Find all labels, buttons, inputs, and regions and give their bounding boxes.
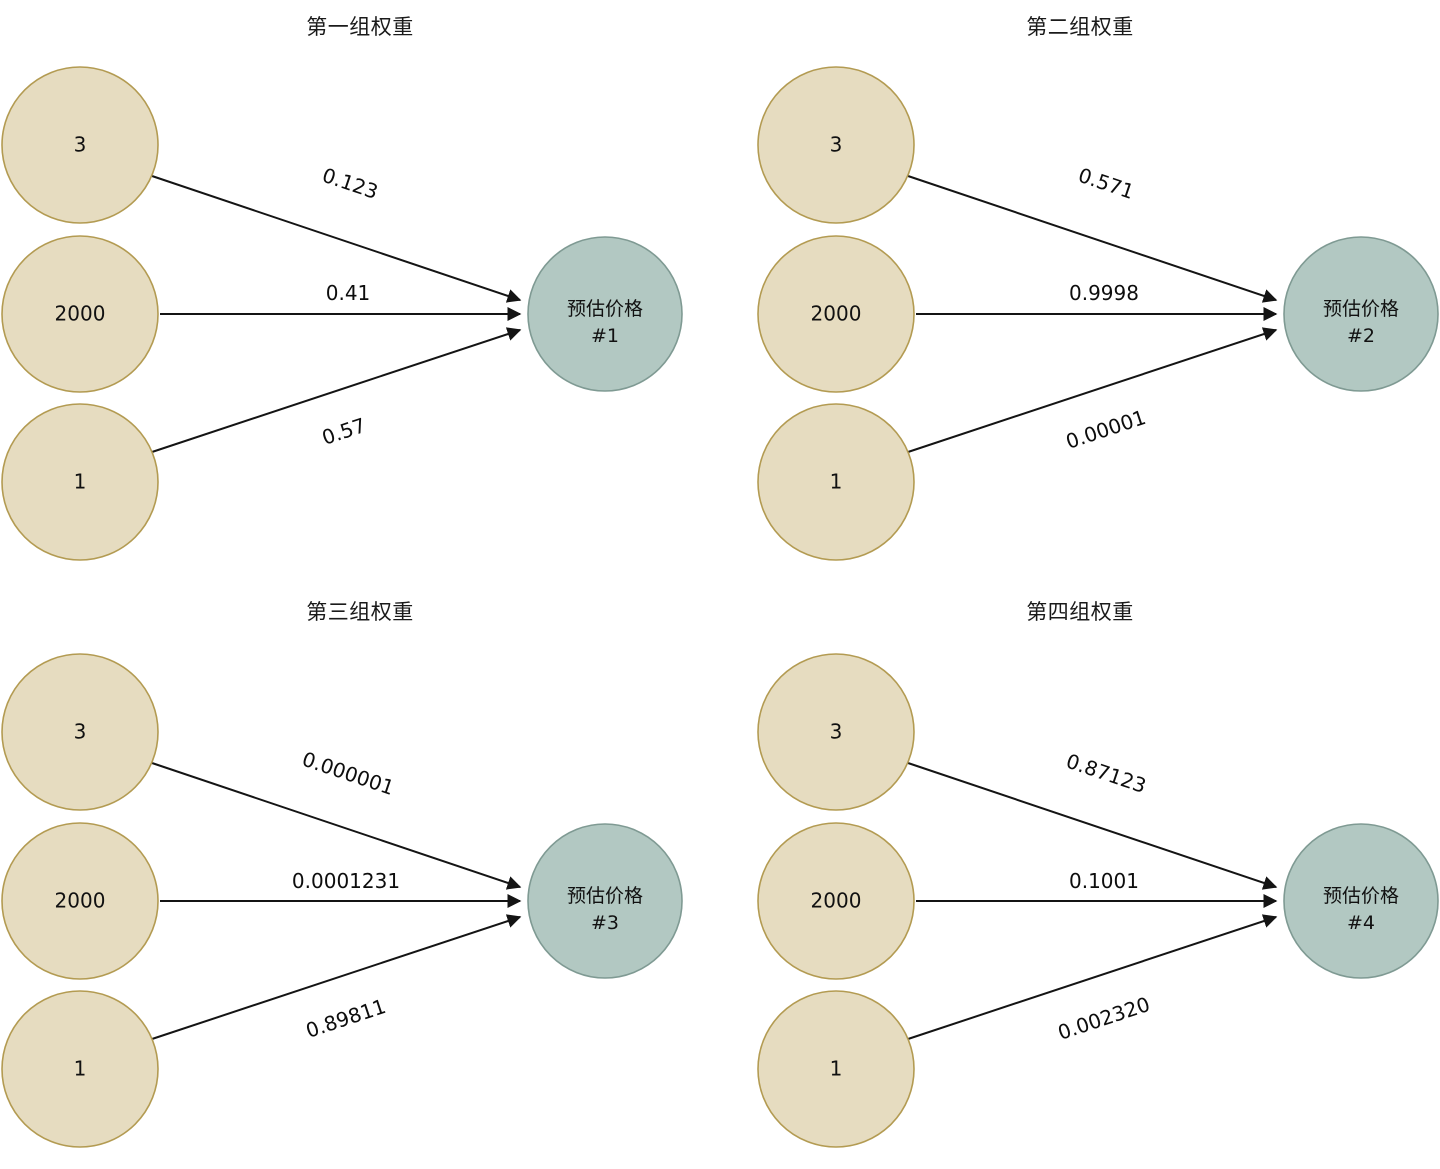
output-node: 预估价格 #3 (527, 823, 683, 979)
panel-graph: 3 2000 1 预估价格 #1 0.123 0.41 0.57 (1, 66, 683, 561)
edge-weight-label-3: 0.57 (319, 413, 369, 450)
input-node-1-label: 3 (74, 720, 87, 744)
output-node-label-line1: 预估价格 (567, 298, 643, 320)
panel-graph: 3 2000 1 预估价格 #4 0.87123 0.1001 0.002320 (757, 653, 1439, 1148)
input-node-1-label: 3 (74, 133, 87, 157)
output-node-label-line1: 预估价格 (1323, 885, 1399, 907)
weight-group-panel-4: 第四组权重 3 2000 1 (720, 585, 1440, 1169)
output-node: 预估价格 #4 (1283, 823, 1439, 979)
output-node-label-line2: #4 (1347, 912, 1375, 934)
input-node-3-label: 1 (74, 1057, 87, 1081)
input-node-1: 3 (757, 66, 915, 224)
output-node-label-line2: #2 (1347, 325, 1375, 347)
edge-input1-to-output (907, 762, 1278, 890)
edge-input1-to-output (151, 762, 522, 890)
input-node-1-label: 3 (830, 133, 843, 157)
input-node-1: 3 (1, 66, 159, 224)
input-node-3: 1 (1, 990, 159, 1148)
panel-graph: 3 2000 1 预估价格 #3 0.000001 0.0001231 0.89… (1, 653, 683, 1148)
weight-group-panel-3: 第三组权重 3 2000 1 (0, 585, 720, 1169)
input-node-3: 1 (757, 403, 915, 561)
input-node-3: 1 (1, 403, 159, 561)
edge-weight-label-1: 0.000001 (299, 747, 397, 800)
panel-graph: 3 2000 1 预估价格 #2 0.571 0.9998 0.00001 (757, 66, 1439, 561)
input-node-2: 2000 (757, 235, 915, 393)
edge-input3-to-output (151, 914, 522, 1040)
input-node-1-label: 3 (830, 720, 843, 744)
edge-weight-label-2: 0.41 (326, 281, 371, 305)
edge-weight-label-1: 0.123 (319, 163, 381, 204)
input-node-2: 2000 (1, 822, 159, 980)
output-node-label-line2: #1 (591, 325, 619, 347)
input-node-2-label: 2000 (811, 302, 862, 326)
panel-title: 第四组权重 (1026, 600, 1134, 624)
output-node-label-line1: 预估价格 (567, 885, 643, 907)
output-node: 预估价格 #2 (1283, 236, 1439, 392)
input-node-1: 3 (757, 653, 915, 811)
input-node-3-label: 1 (830, 470, 843, 494)
input-node-3-label: 1 (74, 470, 87, 494)
edge-input1-to-output (907, 175, 1278, 303)
input-node-2-label: 2000 (811, 889, 862, 913)
edge-input3-to-output (907, 914, 1278, 1040)
edge-weight-label-3: 0.002320 (1055, 992, 1153, 1045)
edge-input3-to-output (907, 327, 1278, 453)
edge-weight-label-3: 0.89811 (303, 994, 389, 1043)
weight-group-panel-1: 第一组权重 3 2000 1 (0, 0, 720, 584)
input-node-2: 2000 (757, 822, 915, 980)
edge-weight-label-1: 0.87123 (1063, 749, 1149, 798)
input-node-2-label: 2000 (55, 302, 106, 326)
input-node-3-label: 1 (830, 1057, 843, 1081)
input-node-2-label: 2000 (55, 889, 106, 913)
output-node-label-line1: 预估价格 (1323, 298, 1399, 320)
panel-title: 第二组权重 (1026, 15, 1134, 39)
edge-weight-label-2: 0.9998 (1069, 281, 1139, 305)
input-node-3: 1 (757, 990, 915, 1148)
edge-weight-label-1: 0.571 (1075, 163, 1137, 204)
panel-title: 第一组权重 (306, 15, 414, 39)
edge-weight-label-3: 0.00001 (1063, 405, 1149, 454)
input-node-2: 2000 (1, 235, 159, 393)
edge-input1-to-output (151, 175, 522, 303)
edge-weight-label-2: 0.0001231 (292, 869, 400, 893)
edge-input3-to-output (151, 327, 522, 453)
output-node: 预估价格 #1 (527, 236, 683, 392)
weight-group-panel-2: 第二组权重 3 2000 1 (720, 0, 1440, 584)
output-node-label-line2: #3 (591, 912, 619, 934)
edge-weight-label-2: 0.1001 (1069, 869, 1139, 893)
panel-title: 第三组权重 (306, 600, 414, 624)
input-node-1: 3 (1, 653, 159, 811)
